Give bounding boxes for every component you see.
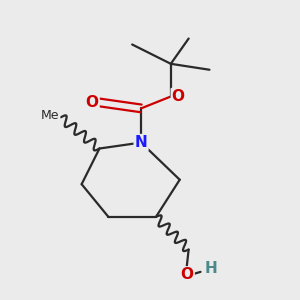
Text: O: O	[181, 267, 194, 282]
Text: H: H	[205, 261, 217, 276]
Text: Me: Me	[41, 109, 59, 122]
Text: N: N	[135, 135, 148, 150]
Text: O: O	[172, 89, 185, 104]
Text: O: O	[85, 95, 98, 110]
